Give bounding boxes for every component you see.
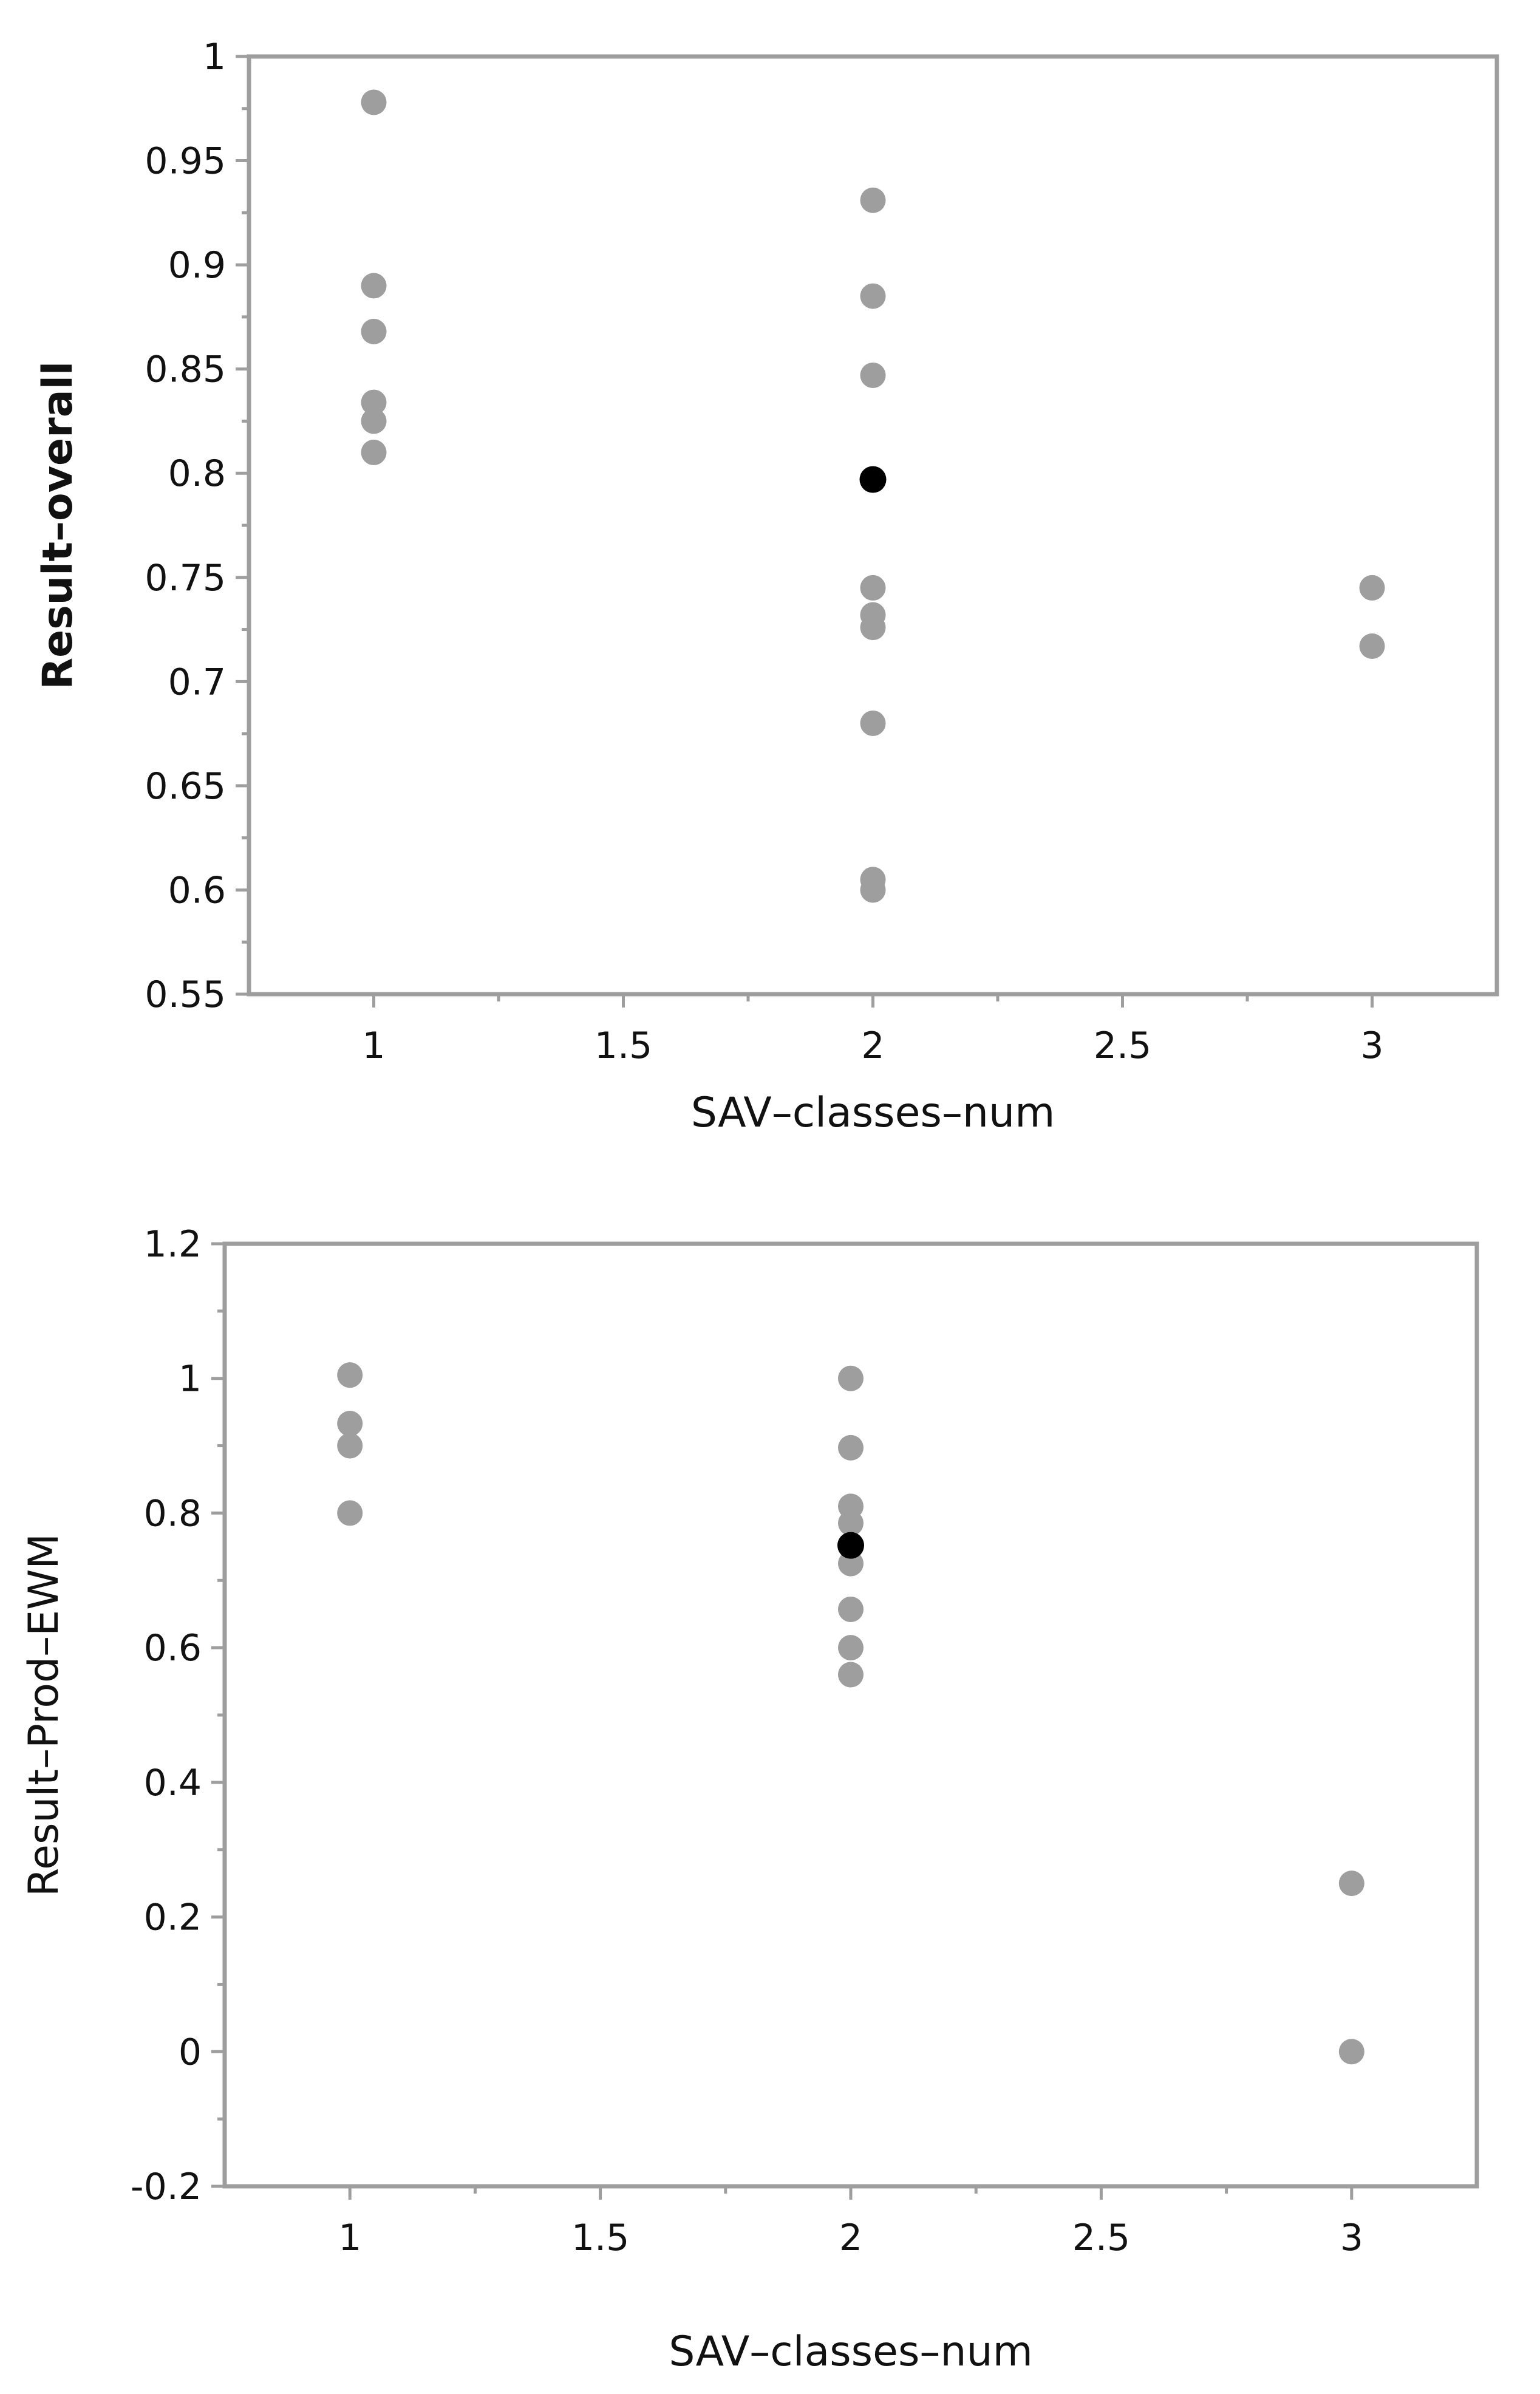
y-tick-label: 0.2 <box>144 1897 202 1939</box>
data-point <box>838 1434 864 1461</box>
data-point <box>361 408 387 434</box>
data-point <box>361 318 387 344</box>
data-point <box>860 575 886 601</box>
data-point <box>838 1550 864 1577</box>
x-tick-label: 1.5 <box>595 1025 652 1067</box>
y-tick-label: 0.8 <box>168 452 226 495</box>
y-tick-label: 0.4 <box>144 1762 202 1804</box>
data-point <box>838 1635 864 1661</box>
highlighted-data-point <box>837 1532 864 1559</box>
data-point <box>361 439 387 465</box>
data-point <box>860 615 886 641</box>
y-tick-label: 0 <box>179 2031 202 2073</box>
x-tick-label: 2 <box>839 2217 862 2259</box>
data-point <box>361 389 387 415</box>
data-point <box>860 362 886 388</box>
data-point <box>337 1410 363 1436</box>
data-point <box>337 1433 363 1459</box>
data-point <box>361 89 387 115</box>
y-tick-label: 0.55 <box>145 974 226 1016</box>
y-tick-label: 1 <box>203 36 226 78</box>
y-tick-label: 0.6 <box>168 869 226 912</box>
y-tick-label: 0.6 <box>144 1627 202 1669</box>
data-point <box>1359 633 1385 660</box>
y-tick-label: -0.2 <box>131 2166 202 2208</box>
data-point <box>838 1365 864 1391</box>
data-point <box>860 710 886 736</box>
y-tick-label: 1.2 <box>144 1223 202 1266</box>
data-point <box>1338 1871 1365 1897</box>
data-point <box>860 877 886 903</box>
y-tick-label: 0.7 <box>168 661 226 703</box>
data-point <box>337 1500 363 1526</box>
chart-result-prod-ewm: 1 1.5 2 2.5 3 -0.2 0 0.2 0.4 0.6 0.8 1 1.2 SAV–classe… <box>20 1223 1479 2376</box>
x-tick-label: 2.5 <box>1094 1025 1151 1067</box>
x-tick-label: 3 <box>1340 2217 1363 2259</box>
x-tick-label: 1.5 <box>571 2217 629 2259</box>
x-tick-label: 3 <box>1360 1025 1383 1067</box>
x-axis-title: SAV–classes–num <box>691 1089 1055 1137</box>
y-axis-title: Result–Prod–EWM <box>20 1533 68 1897</box>
x-tick-label: 2 <box>861 1025 884 1067</box>
y-axis-title: Result–overall <box>34 361 82 689</box>
y-tick-label: 0.95 <box>145 140 226 183</box>
x-tick-label: 1 <box>338 2217 361 2259</box>
y-tick-label: 1 <box>179 1358 202 1400</box>
x-axis-title: SAV–classes–num <box>669 2328 1033 2376</box>
highlighted-data-point <box>859 466 887 493</box>
x-tick-label: 1 <box>362 1025 385 1067</box>
y-tick-label: 0.8 <box>144 1492 202 1535</box>
data-point <box>1359 575 1385 601</box>
data-point <box>860 283 886 309</box>
y-tick-label: 0.85 <box>145 349 226 391</box>
y-tick-label: 0.9 <box>168 244 226 287</box>
data-point <box>1338 2039 1365 2065</box>
data-point <box>860 187 886 213</box>
data-point <box>361 273 387 299</box>
data-point <box>838 1510 864 1536</box>
data-point <box>838 1596 864 1622</box>
chart-result-overall: 1 1.5 2 2.5 3 0.55 0.6 0.65 0.7 0.75 0.8 0.85 0.9 0.9… <box>34 36 1499 1137</box>
x-tick-label: 2.5 <box>1072 2217 1130 2259</box>
y-tick-label: 0.75 <box>145 557 226 599</box>
data-point <box>337 1362 363 1388</box>
y-tick-label: 0.65 <box>145 765 226 808</box>
data-point <box>838 1662 864 1688</box>
